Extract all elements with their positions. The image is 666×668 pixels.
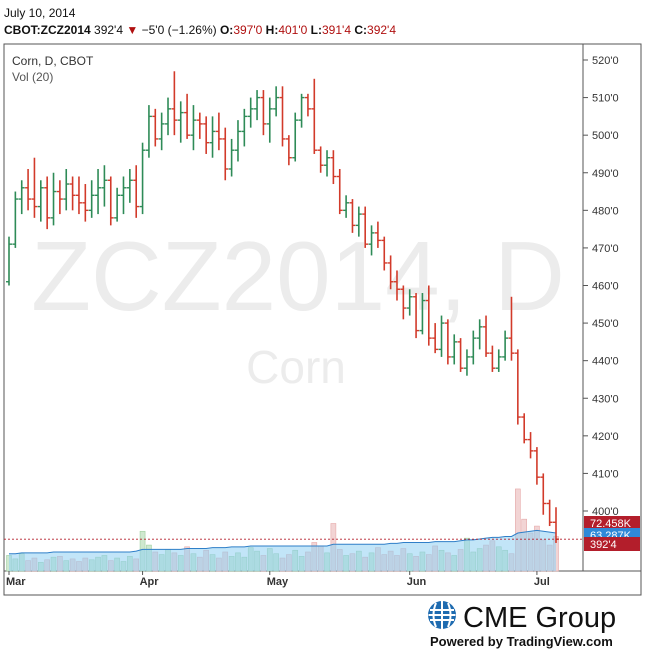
plot-frame xyxy=(3,43,642,596)
price-tick-label: 490'0 xyxy=(592,168,619,180)
close-label: C: xyxy=(354,23,368,37)
price-tick-label: 460'0 xyxy=(592,281,619,293)
volume-label: Vol (20) xyxy=(12,70,53,84)
chart-title: Corn, D, CBOT xyxy=(12,54,94,68)
price-tick-label: 510'0 xyxy=(592,93,619,105)
price-tick-label: 470'0 xyxy=(592,243,619,255)
watermark-symbol: ZCZ2014, D xyxy=(31,221,565,331)
volume-ma-area xyxy=(9,530,556,571)
powered-by[interactable]: Powered by TradingView.com xyxy=(430,634,613,649)
price-change: −5'0 (−1.26%) xyxy=(141,23,217,37)
price-tick-label: 410'0 xyxy=(592,468,619,480)
high-label: H: xyxy=(265,23,279,37)
volume-badge-red-bg xyxy=(584,516,640,530)
watermark-name: Corn xyxy=(246,341,346,393)
price-tick-label: 420'0 xyxy=(592,431,619,443)
low-value: 391'4 xyxy=(322,23,351,37)
cme-logo-text: CME Group xyxy=(463,602,616,634)
low-label: L: xyxy=(310,23,322,37)
price-badge-bg xyxy=(584,537,640,551)
price-tick-label: 500'0 xyxy=(592,130,619,142)
high-value: 401'0 xyxy=(278,23,308,37)
time-tick-label: May xyxy=(267,576,289,588)
price-tick-label: 480'0 xyxy=(592,205,619,217)
time-tick-label: Jun xyxy=(407,576,427,588)
price-badge: 392'4 xyxy=(590,539,617,551)
price-tick-label: 430'0 xyxy=(592,393,619,405)
quote-date: July 10, 2014 xyxy=(4,6,76,20)
cme-logo: CME Group xyxy=(425,598,630,639)
price-tick-label: 440'0 xyxy=(592,356,619,368)
time-tick-label: Apr xyxy=(140,576,160,588)
time-tick-label: Mar xyxy=(6,576,26,588)
price-tick-label: 450'0 xyxy=(592,318,619,330)
close-value: 392'4 xyxy=(367,23,397,37)
open-label: O: xyxy=(219,23,234,37)
time-tick-label: Jul xyxy=(534,576,550,588)
globe-icon: CME Group xyxy=(428,601,616,634)
open-value: 397'0 xyxy=(233,23,263,37)
price-tick-label: 400'0 xyxy=(592,506,619,518)
quote-summary: CBOT:ZCZ2014 392'4 ▼ −5'0 (−1.26%) O:397… xyxy=(4,23,396,37)
symbol: CBOT:ZCZ2014 xyxy=(4,23,91,37)
price-tick-label: 520'0 xyxy=(592,55,619,67)
volume-ma-line xyxy=(9,529,557,555)
last-price: 392'4 xyxy=(94,23,124,37)
volume-badge-red: 72.458K xyxy=(590,518,632,530)
price-chart[interactable]: ZCZ2014, D Corn 520'0 510'0 500'0 490'0 480'… xyxy=(0,0,666,600)
down-arrow-icon: ▼ xyxy=(126,23,139,37)
